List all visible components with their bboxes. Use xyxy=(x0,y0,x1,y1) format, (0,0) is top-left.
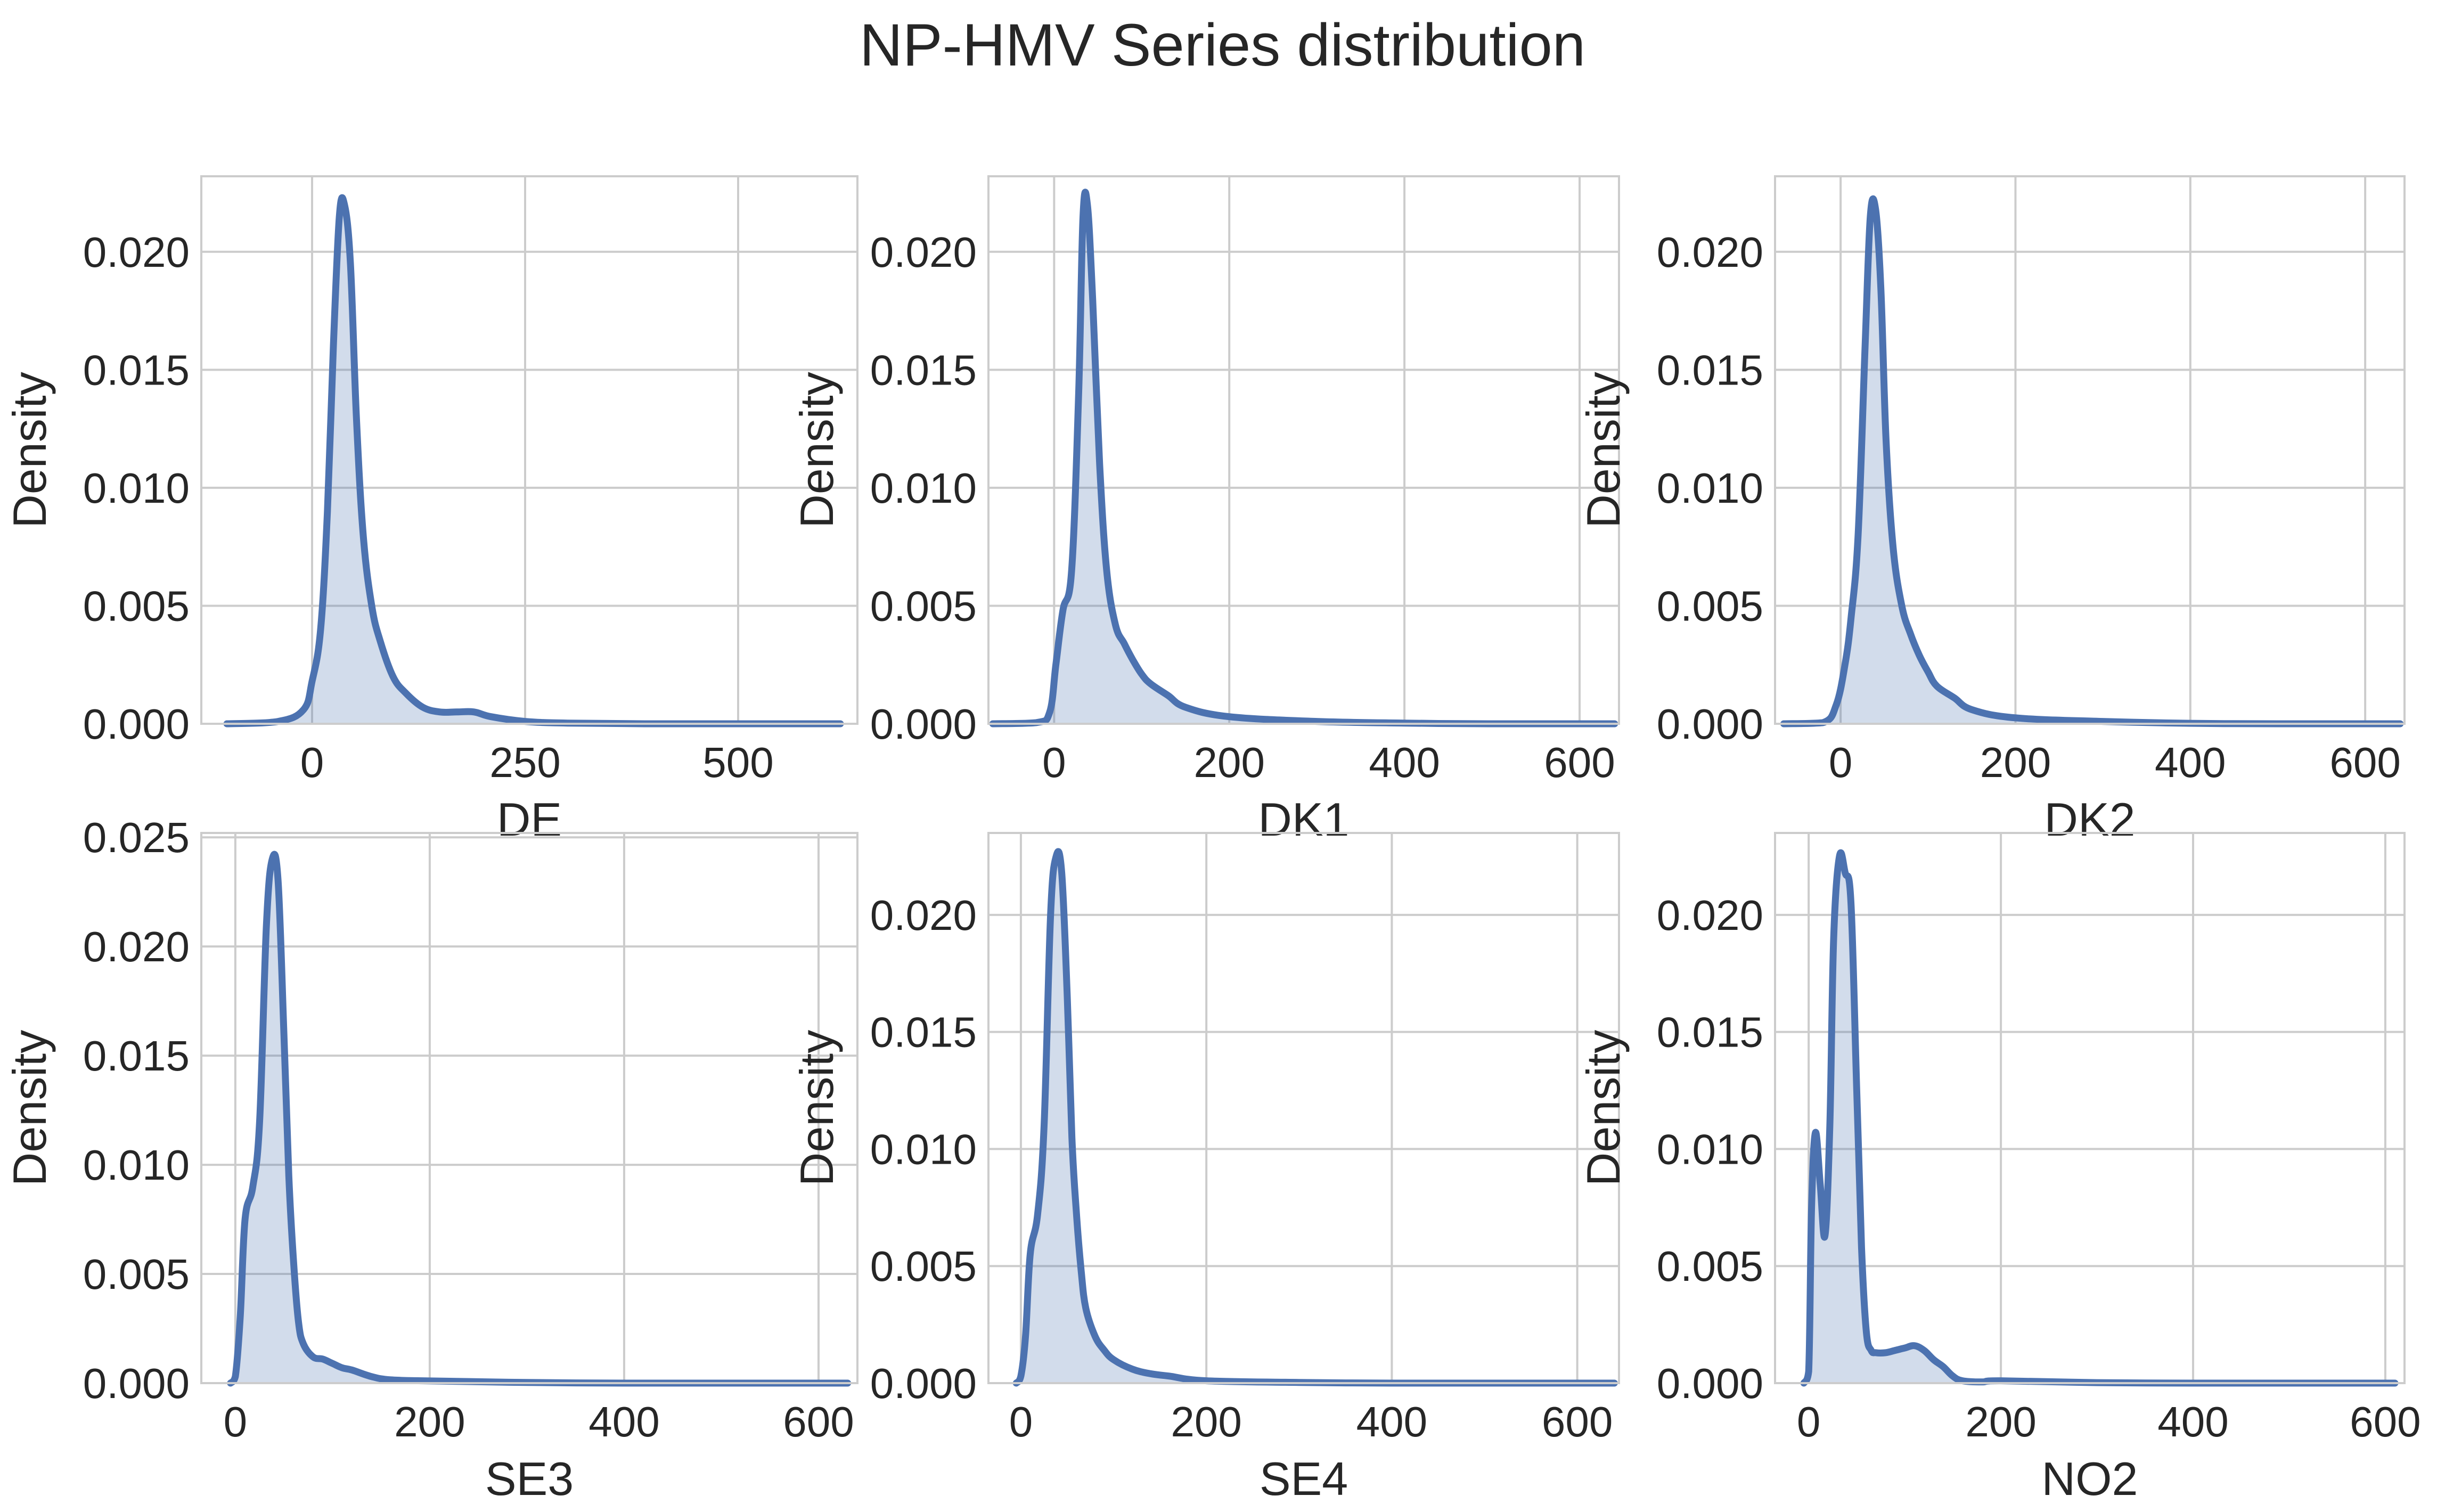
y-tick-label: 0.000 xyxy=(83,1360,190,1407)
axes-frame xyxy=(987,832,1620,1384)
x-tick-label: 0 xyxy=(300,739,324,786)
x-tick-label: 0 xyxy=(1797,1398,1821,1445)
subplot-no2: 0 200 400 600 0.000 0.005 0.010 0.015 0.020 NO2 De… xyxy=(1577,832,2421,1505)
density-fill xyxy=(993,192,1615,724)
axes-frame xyxy=(200,175,858,725)
x-tick-label: 600 xyxy=(2329,739,2400,786)
y-axis-label: Density xyxy=(1577,372,1630,528)
y-tick-label: 0.015 xyxy=(870,346,977,394)
density-fill xyxy=(230,854,848,1383)
y-axis-label: Density xyxy=(3,372,56,528)
y-tick-label: 0.025 xyxy=(83,814,190,861)
y-tick-label: 0.020 xyxy=(83,228,190,276)
density-fill xyxy=(1784,199,2400,724)
y-tick-label: 0.010 xyxy=(1657,1125,1763,1173)
y-tick-label: 0.010 xyxy=(83,464,190,512)
x-tick-label: 600 xyxy=(783,1398,854,1445)
subplot-dk2: 0 200 400 600 0.000 0.005 0.010 0.015 0.020 DK2 De… xyxy=(1577,175,2406,846)
axes-frame xyxy=(987,175,1620,725)
y-tick-label: 0.010 xyxy=(1657,464,1763,512)
axes-frame xyxy=(200,832,858,1384)
subplot-de: 0 250 5000.0000.0050.0100.0150.020DEDensit… xyxy=(3,175,858,846)
y-tick-label: 0.020 xyxy=(870,228,977,276)
density-line xyxy=(1780,195,2404,728)
y-tick-label: 0.020 xyxy=(83,923,190,970)
x-axis-label: DK1 xyxy=(1258,793,1349,846)
x-tick-label: 400 xyxy=(588,1398,659,1445)
y-tick-label: 0.015 xyxy=(1657,346,1763,394)
x-tick-label: 250 xyxy=(489,739,560,786)
density-line xyxy=(1012,848,1618,1387)
y-tick-label: 0.000 xyxy=(1657,1360,1763,1407)
y-tick-label: 0.015 xyxy=(1657,1009,1763,1056)
x-tick-label: 600 xyxy=(1542,1398,1613,1445)
y-axis-label: Density xyxy=(1577,1030,1630,1186)
y-tick-label: 0.000 xyxy=(870,700,977,748)
x-tick-label: 200 xyxy=(394,1398,465,1445)
density-fill xyxy=(1804,853,2395,1383)
x-tick-label: 500 xyxy=(702,739,773,786)
y-tick-label: 0.015 xyxy=(870,1009,977,1056)
x-tick-label: 600 xyxy=(1544,739,1615,786)
y-tick-label: 0.010 xyxy=(870,1125,977,1173)
chart-title: NP-HMV Series distribution xyxy=(859,12,1586,78)
x-tick-label: 0 xyxy=(1829,739,1853,786)
x-tick-label: 400 xyxy=(2155,739,2226,786)
x-axis-label: NO2 xyxy=(2042,1452,2138,1505)
x-tick-label: 400 xyxy=(1356,1398,1427,1445)
x-axis-label: SE3 xyxy=(485,1452,574,1505)
y-tick-label: 0.015 xyxy=(83,346,190,394)
x-axis-label: DK2 xyxy=(2044,793,2135,846)
subplot-se3: 0 200 400 600 0.000 0.005 0.010 0.015 0.020 0.025… xyxy=(3,814,858,1505)
y-tick-label: 0.020 xyxy=(1657,892,1763,939)
y-axis-label: Density xyxy=(790,372,843,528)
y-tick-label: 0.005 xyxy=(1657,1243,1763,1290)
y-tick-label: 0.000 xyxy=(870,1360,977,1407)
y-tick-label: 0.000 xyxy=(83,700,190,748)
x-tick-label: 200 xyxy=(1965,1398,2036,1445)
y-tick-label: 0.005 xyxy=(83,1251,190,1298)
axes-frame xyxy=(1774,175,2406,725)
x-tick-label: 200 xyxy=(1193,739,1264,786)
x-tick-label: 400 xyxy=(1369,739,1440,786)
density-fill xyxy=(227,198,840,724)
y-tick-label: 0.005 xyxy=(870,1243,977,1290)
x-tick-label: 200 xyxy=(1980,739,2051,786)
density-line xyxy=(227,851,852,1387)
y-tick-label: 0.020 xyxy=(1657,228,1763,276)
density-line xyxy=(1800,849,2399,1387)
subplot-se4: 0 200 400 600 0.000 0.005 0.010 0.015 0.020 SE4 De… xyxy=(790,832,1620,1505)
x-axis-label: SE4 xyxy=(1260,1452,1348,1505)
y-tick-label: 0.000 xyxy=(1657,700,1763,748)
y-axis-label: Density xyxy=(3,1030,56,1186)
y-tick-label: 0.005 xyxy=(83,582,190,630)
x-tick-label: 200 xyxy=(1171,1398,1241,1445)
y-tick-label: 0.005 xyxy=(870,582,977,630)
density-line xyxy=(989,189,1618,728)
subplot-dk1: 0 200 400 600 0.000 0.005 0.010 0.015 0.020 DK1 De… xyxy=(790,175,1620,846)
y-tick-label: 0.010 xyxy=(83,1141,190,1189)
axes-frame xyxy=(1774,832,2406,1384)
x-tick-label: 400 xyxy=(2157,1398,2228,1445)
density-line xyxy=(223,194,844,728)
x-tick-label: 0 xyxy=(224,1398,248,1445)
x-tick-label: 600 xyxy=(2350,1398,2421,1445)
density-fill xyxy=(1016,851,1615,1383)
y-tick-label: 0.005 xyxy=(1657,582,1763,630)
y-tick-label: 0.020 xyxy=(870,892,977,939)
x-tick-label: 0 xyxy=(1009,1398,1033,1445)
y-tick-label: 0.010 xyxy=(870,464,977,512)
y-axis-label: Density xyxy=(790,1030,843,1186)
y-tick-label: 0.015 xyxy=(83,1032,190,1080)
x-tick-label: 0 xyxy=(1042,739,1066,786)
